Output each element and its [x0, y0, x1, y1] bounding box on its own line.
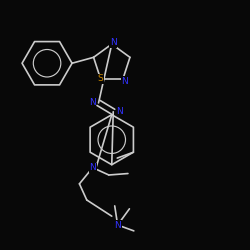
- Text: N: N: [89, 163, 96, 172]
- Text: N: N: [116, 107, 123, 116]
- Text: N: N: [110, 38, 116, 47]
- Text: N: N: [89, 98, 96, 107]
- Text: N: N: [121, 76, 128, 86]
- Text: S: S: [98, 74, 103, 83]
- Text: N: N: [114, 220, 121, 230]
